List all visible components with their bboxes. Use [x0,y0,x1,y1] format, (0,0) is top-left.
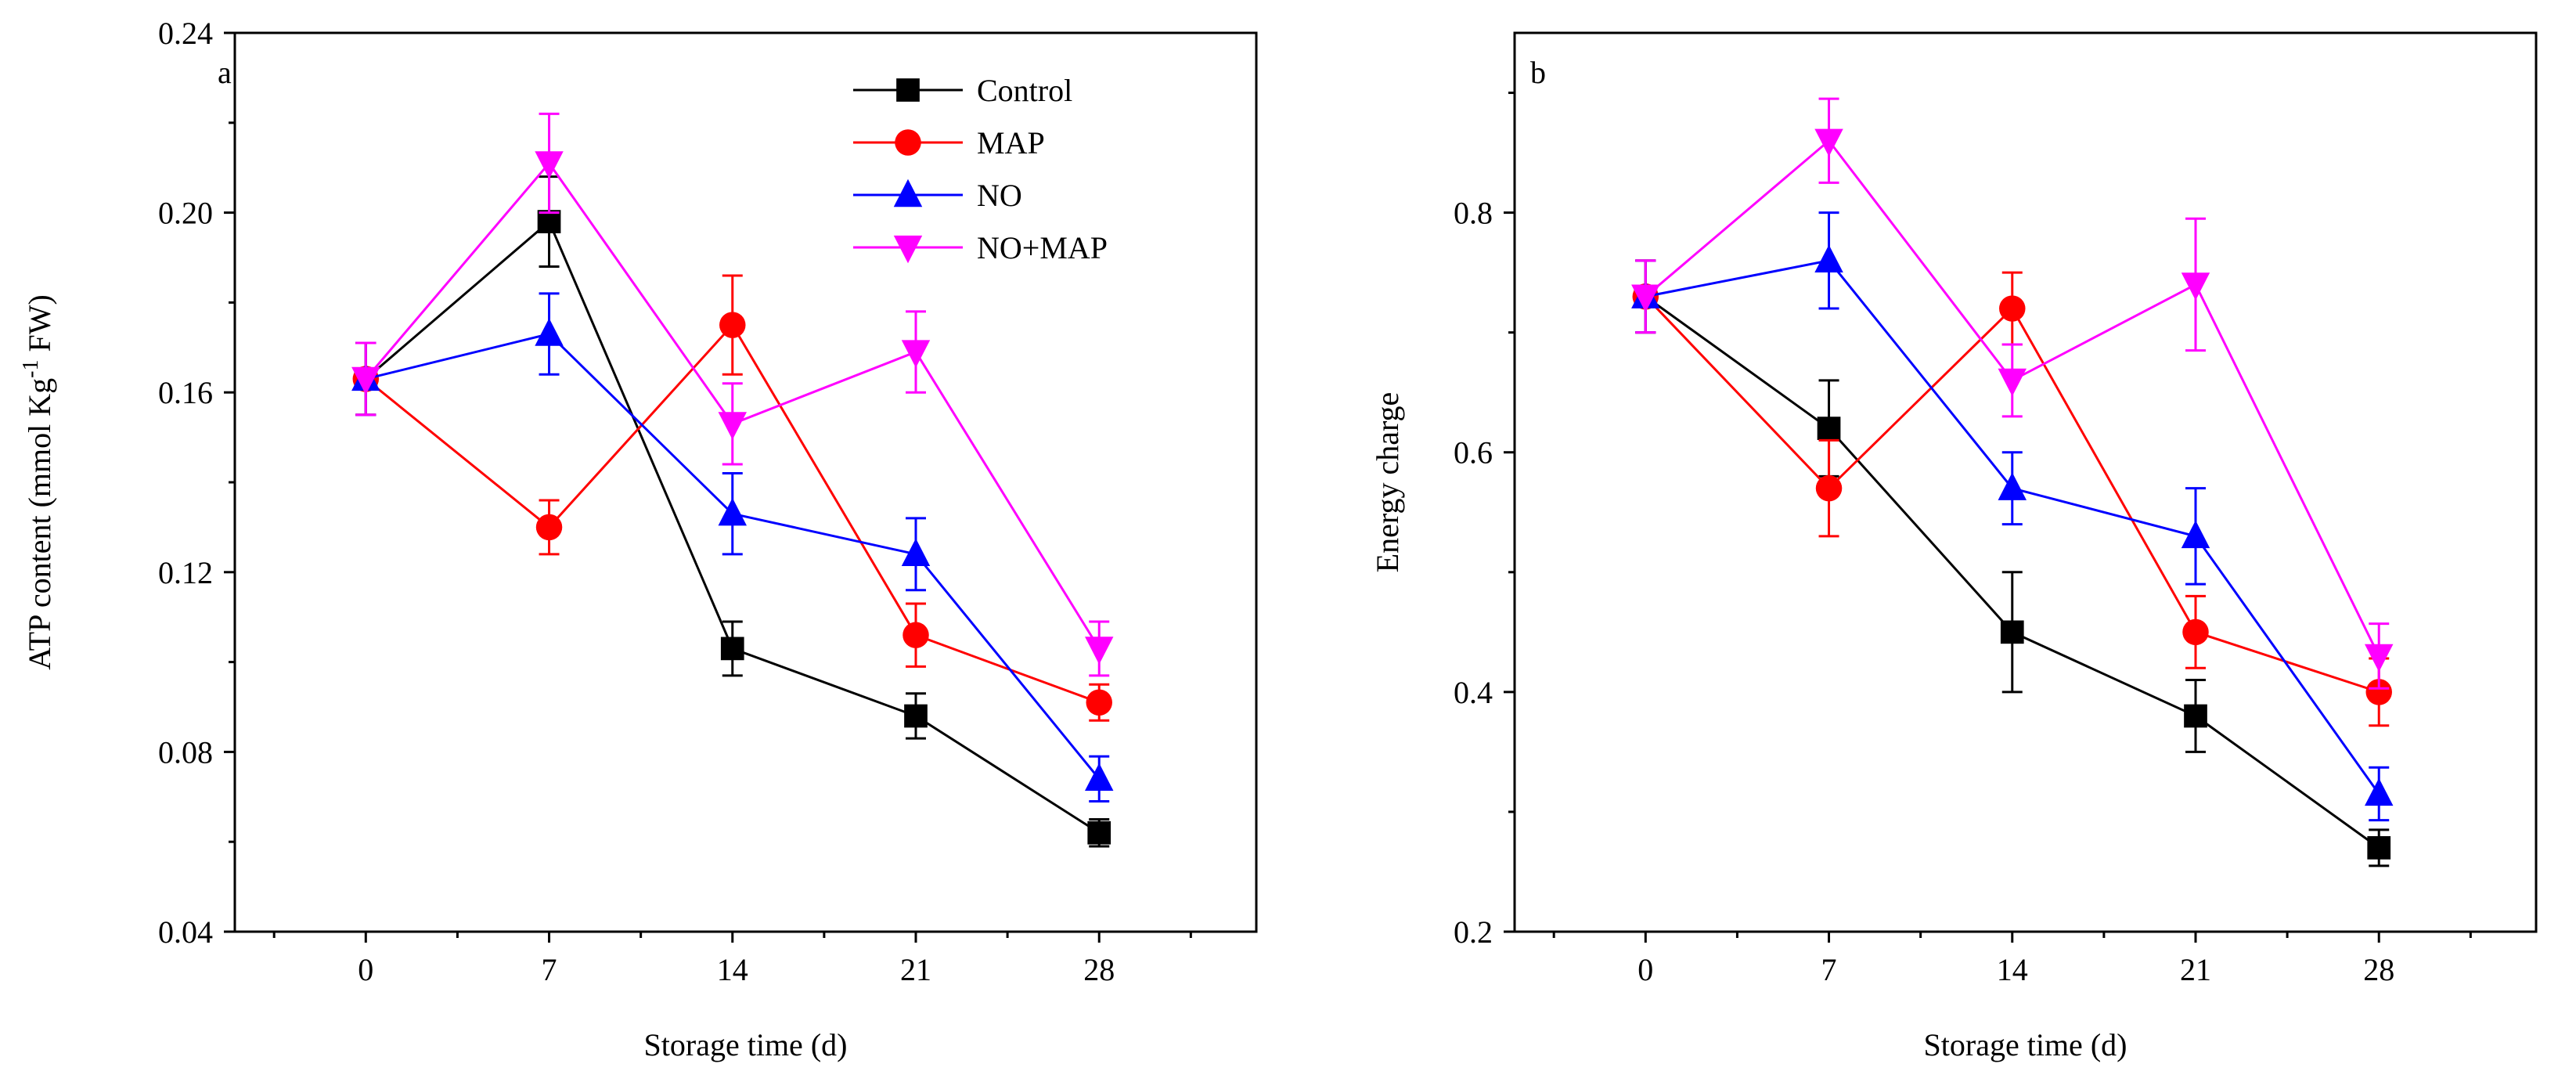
y-tick-label: 0.20 [158,196,213,231]
y-tick-label: 0.24 [158,16,213,51]
data-point [351,366,380,395]
data-point [2182,619,2209,646]
x-tick-label: 28 [2363,952,2394,987]
legend-label: Control [977,73,1072,108]
legend-label: NO [977,178,1022,213]
data-point [535,151,564,179]
series-no-map [1631,97,2394,690]
data-point [1814,244,1843,273]
data-point [2367,836,2391,860]
data-point [904,704,928,728]
data-point [2365,644,2394,673]
x-tick-label: 7 [542,952,557,987]
x-tick-label: 14 [1997,952,2028,987]
data-point [1085,637,1114,665]
y-tick-label: 0.16 [158,375,213,410]
data-point [901,538,931,567]
y-tick-label: 0.2 [1454,914,1493,950]
data-point [719,312,746,338]
data-point [1998,472,2027,500]
legend-marker [893,235,923,264]
data-point [2181,520,2210,549]
x-tick-label: 0 [1637,952,1653,987]
data-point [1086,689,1112,716]
data-point [2365,679,2392,705]
panel-a: 0.04 0.08 0.12 0.16 0.20 0.24 0 7 14 21 28 Storage … [19,16,1258,1062]
data-point [901,340,931,368]
legend-label: NO+MAP [977,230,1108,265]
data-point [1817,417,1841,440]
y-axis-title-sup: -1 [19,360,43,378]
legend-label: MAP [977,125,1045,160]
x-tick-label: 7 [1821,952,1837,987]
data-point [718,412,747,440]
legend: Control MAP NO NO+MAP [853,73,1108,265]
data-point [1087,821,1111,845]
y-axis-title: Energy charge [1370,392,1405,573]
x-axis-title: Storage time (d) [644,1027,848,1062]
data-point [535,514,563,541]
plot-frame [1513,31,2538,933]
data-point [2365,777,2394,806]
x-tick-label: 0 [358,952,373,987]
y-axis-title-main: Energy charge [1370,392,1405,573]
y-tick-label: 0.04 [158,914,213,950]
plot-frame [233,31,1258,933]
data-point [1999,295,2026,322]
x-tick-label: 14 [717,952,748,987]
data-point [1631,284,1660,312]
y-tick-label: 0.4 [1454,675,1493,710]
panel-letter: a [218,55,232,90]
y-tick-label: 0.08 [158,734,213,770]
data-point [2184,704,2207,728]
legend-marker [893,179,923,207]
y-axis-title: ATP content (mmol Kg-1 FW) [19,294,57,670]
data-point [1998,368,2027,397]
legend-marker [895,129,921,156]
data-point [535,318,564,346]
data-point [1085,763,1114,792]
panel-letter: b [1530,55,1546,90]
data-point [718,497,747,526]
data-point [1815,474,1843,502]
legend-marker [896,78,920,102]
y-tick-label: 0.6 [1454,435,1493,471]
y-axis-title-tail: FW) [22,294,57,359]
x-tick-label: 21 [2180,952,2211,987]
x-tick-label: 28 [1083,952,1115,987]
data-point [903,622,929,648]
data-point [1814,128,1843,157]
data-point [720,637,744,661]
y-axis-title-main: ATP content (mmol Kg [22,378,57,670]
data-point [537,210,561,233]
x-tick-label: 21 [900,952,931,987]
y-tick-label: 0.12 [158,555,213,590]
data-point [2181,272,2210,301]
y-tick-label: 0.8 [1454,196,1493,231]
x-axis-title: Storage time (d) [1924,1027,2127,1062]
panel-b: 0.2 0.4 0.6 0.8 0 7 14 21 28 Storage time (d) Ener… [1370,31,2538,1062]
data-point [2000,620,2024,644]
series-no [1631,211,2394,822]
series-no-map [351,112,1114,677]
